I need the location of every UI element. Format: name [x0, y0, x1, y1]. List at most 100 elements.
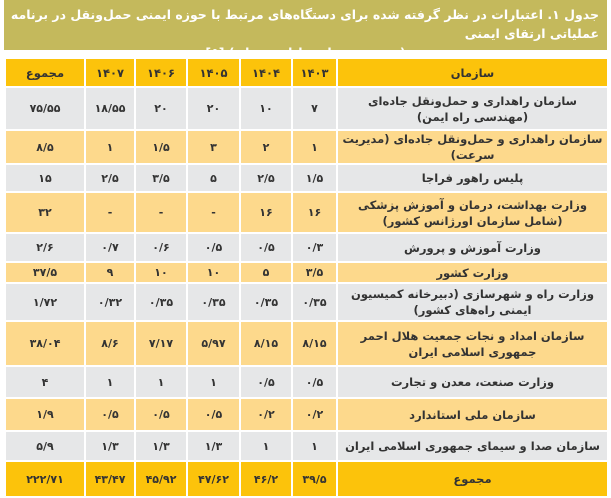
- organization-cell: سازمان صدا و سیمای جمهوری اسلامی ایران: [336, 430, 609, 462]
- value-cell: ۹: [84, 261, 136, 284]
- value-cell: ۱: [239, 430, 293, 462]
- value-cell: ۳۷/۵: [4, 261, 86, 284]
- value-cell: ۱۸/۵۵: [84, 86, 136, 131]
- value-cell: ۵/۹: [4, 430, 86, 462]
- total-value-cell: ۳۹/۵: [291, 460, 338, 498]
- value-cell: ۰/۳۵: [134, 282, 188, 322]
- header-total: مجموع: [4, 57, 86, 88]
- total-label: مجموع: [336, 460, 609, 498]
- value-cell: ۷۵/۵۵: [4, 86, 86, 131]
- organization-cell: وزارت کشور: [336, 261, 609, 284]
- value-cell: ۱: [84, 129, 136, 165]
- value-cell: -: [134, 191, 188, 234]
- value-cell: ۰/۳۵: [239, 282, 293, 322]
- budget-table: سازمان ۱۴۰۳ ۱۴۰۴ ۱۴۰۵ ۱۴۰۶ ۱۴۰۷ مجموع سا…: [4, 57, 609, 498]
- value-cell: ۸/۱۵: [291, 320, 338, 367]
- value-cell: ۷/۱۷: [134, 320, 188, 367]
- value-cell: ۲۰: [186, 86, 241, 131]
- value-cell: ۸/۵: [4, 129, 86, 165]
- total-value-cell: ۴۶/۲: [239, 460, 293, 498]
- value-cell: ۰/۳۲: [84, 282, 136, 322]
- value-cell: ۷: [291, 86, 338, 131]
- table-row: سازمان امداد و نجات جمعیت هلال احمر جمهو…: [4, 320, 609, 367]
- value-cell: ۰/۳: [291, 232, 338, 263]
- table-row: وزارت بهداشت، درمان و آموزش پزشکی (شامل …: [4, 191, 609, 234]
- value-cell: ۰/۵: [239, 232, 293, 263]
- value-cell: ۱/۳: [186, 430, 241, 462]
- total-value-cell: ۲۲۲/۷۱: [4, 460, 86, 498]
- value-cell: ۰/۲: [291, 397, 338, 432]
- value-cell: ۱/۷۲: [4, 282, 86, 322]
- value-cell: ۲/۵: [84, 163, 136, 193]
- organization-cell: وزارت آموزش و پرورش: [336, 232, 609, 263]
- value-cell: ۳۸/۰۴: [4, 320, 86, 367]
- table-row: سازمان راهداری و حمل‌ونقل جاده‌ای (مدیری…: [4, 129, 609, 165]
- value-cell: ۵/۹۷: [186, 320, 241, 367]
- table-caption: جدول ۱. اعتبارات در نظر گرفته شده برای د…: [4, 0, 607, 60]
- table-row: پلیس راهور فراجا ۱/۵ ۲/۵ ۵ ۳/۵ ۲/۵ ۱۵: [4, 163, 609, 193]
- total-row: مجموع ۳۹/۵ ۴۶/۲ ۴۷/۶۲ ۴۵/۹۲ ۴۳/۴۷ ۲۲۲/۷۱: [4, 460, 609, 498]
- value-cell: ۰/۵: [239, 365, 293, 399]
- organization-cell: پلیس راهور فراجا: [336, 163, 609, 193]
- header-organization: سازمان: [336, 57, 609, 88]
- value-cell: ۱۰: [134, 261, 188, 284]
- value-cell: ۱/۹: [4, 397, 86, 432]
- value-cell: ۱۶: [239, 191, 293, 234]
- header-row: سازمان ۱۴۰۳ ۱۴۰۴ ۱۴۰۵ ۱۴۰۶ ۱۴۰۷ مجموع: [4, 57, 609, 88]
- value-cell: ۱/۳: [84, 430, 136, 462]
- table-row: سازمان صدا و سیمای جمهوری اسلامی ایران ۱ ۱…: [4, 430, 609, 462]
- value-cell: ۰/۵: [186, 232, 241, 263]
- table-row: وزارت آموزش و پرورش ۰/۳ ۰/۵ ۰/۵ ۰/۶ ۰/۷ ۲/۶: [4, 232, 609, 263]
- caption-line-1: جدول ۱. اعتبارات در نظر گرفته شده برای د…: [10, 7, 599, 41]
- value-cell: ۱/۳: [134, 430, 188, 462]
- table-row: وزارت کشور ۳/۵ ۵ ۱۰ ۱۰ ۹ ۳۷/۵: [4, 261, 609, 284]
- value-cell: ۲/۵: [239, 163, 293, 193]
- value-cell: ۱/۵: [291, 163, 338, 193]
- value-cell: ۲/۶: [4, 232, 86, 263]
- value-cell: ۱: [291, 129, 338, 165]
- header-1403: ۱۴۰۳: [291, 57, 338, 88]
- organization-cell: وزارت راه و شهرسازی (دبیرخانه کمیسیون ای…: [336, 282, 609, 322]
- value-cell: ۰/۶: [134, 232, 188, 263]
- value-cell: ۵: [239, 261, 293, 284]
- table-row: سازمان راهداری و حمل‌ونقل جاده‌ای (مهندس…: [4, 86, 609, 131]
- total-value-cell: ۴۷/۶۲: [186, 460, 241, 498]
- header-1406: ۱۴۰۶: [134, 57, 188, 88]
- table-row: سازمان ملی استاندارد ۰/۲ ۰/۲ ۰/۵ ۰/۵ ۰/۵ ۱/۹: [4, 397, 609, 432]
- value-cell: ۰/۳۵: [186, 282, 241, 322]
- value-cell: ۳/۵: [291, 261, 338, 284]
- header-1404: ۱۴۰۴: [239, 57, 293, 88]
- caption-line-2: (برحسب هزار میلیارد تومان) [۵]: [205, 45, 406, 60]
- value-cell: ۱: [84, 365, 136, 399]
- value-cell: ۱: [291, 430, 338, 462]
- header-1407: ۱۴۰۷: [84, 57, 136, 88]
- organization-cell: سازمان راهداری و حمل‌ونقل جاده‌ای (مهندس…: [336, 86, 609, 131]
- value-cell: ۰/۷: [84, 232, 136, 263]
- value-cell: ۰/۲: [239, 397, 293, 432]
- organization-cell: سازمان امداد و نجات جمعیت هلال احمر جمهو…: [336, 320, 609, 367]
- value-cell: ۱: [186, 365, 241, 399]
- value-cell: -: [186, 191, 241, 234]
- table-row: وزارت راه و شهرسازی (دبیرخانه کمیسیون ای…: [4, 282, 609, 322]
- value-cell: ۱۵: [4, 163, 86, 193]
- value-cell: ۲: [239, 129, 293, 165]
- value-cell: ۳: [186, 129, 241, 165]
- organization-cell: وزارت بهداشت، درمان و آموزش پزشکی (شامل …: [336, 191, 609, 234]
- value-cell: ۳/۵: [134, 163, 188, 193]
- value-cell: ۱۶: [291, 191, 338, 234]
- header-1405: ۱۴۰۵: [186, 57, 241, 88]
- organization-cell: وزارت صنعت، معدن و تجارت: [336, 365, 609, 399]
- organization-cell: سازمان ملی استاندارد: [336, 397, 609, 432]
- total-value-cell: ۴۳/۴۷: [84, 460, 136, 498]
- value-cell: ۱۰: [186, 261, 241, 284]
- value-cell: ۳۲: [4, 191, 86, 234]
- value-cell: ۴: [4, 365, 86, 399]
- organization-cell: سازمان راهداری و حمل‌ونقل جاده‌ای (مدیری…: [336, 129, 609, 165]
- total-value-cell: ۴۵/۹۲: [134, 460, 188, 498]
- value-cell: ۲۰: [134, 86, 188, 131]
- table-row: وزارت صنعت، معدن و تجارت ۰/۵ ۰/۵ ۱ ۱ ۱ ۴: [4, 365, 609, 399]
- value-cell: ۰/۵: [186, 397, 241, 432]
- value-cell: ۱: [134, 365, 188, 399]
- value-cell: ۸/۱۵: [239, 320, 293, 367]
- value-cell: ۸/۶: [84, 320, 136, 367]
